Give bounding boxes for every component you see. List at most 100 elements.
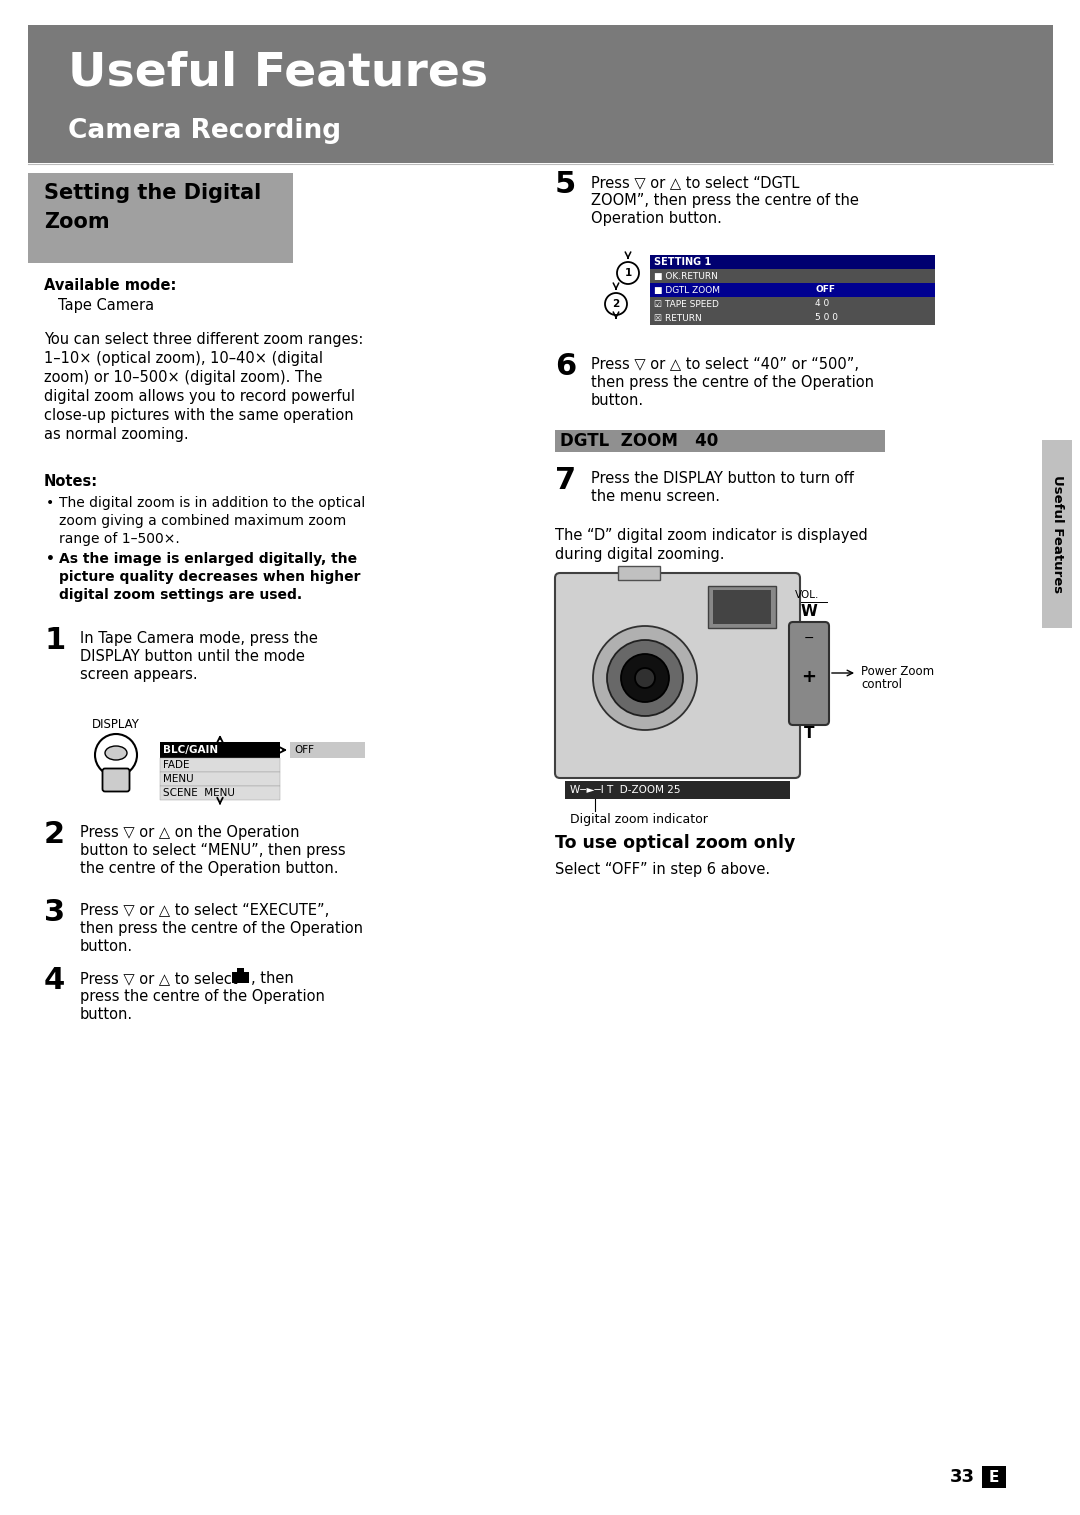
FancyBboxPatch shape: [555, 573, 800, 779]
Bar: [160, 742, 280, 758]
Bar: [650, 283, 935, 297]
Text: control: control: [861, 679, 902, 691]
Text: Press the DISPLAY button to turn off: Press the DISPLAY button to turn off: [591, 471, 854, 486]
Text: BLC/GAIN: BLC/GAIN: [163, 745, 218, 754]
Text: screen appears.: screen appears.: [80, 667, 198, 682]
Text: −: −: [804, 632, 814, 645]
Bar: [555, 430, 885, 451]
Text: Useful Features: Useful Features: [68, 50, 488, 95]
Text: picture quality decreases when higher: picture quality decreases when higher: [59, 570, 361, 583]
Bar: [565, 782, 789, 798]
Bar: [982, 1467, 1005, 1488]
Bar: [160, 773, 280, 786]
Text: Setting the Digital: Setting the Digital: [44, 183, 261, 203]
Text: E: E: [989, 1470, 999, 1485]
Text: press the centre of the Operation: press the centre of the Operation: [80, 989, 325, 1004]
Text: 5: 5: [555, 170, 577, 198]
Text: the menu screen.: the menu screen.: [591, 489, 720, 504]
Text: T: T: [804, 726, 814, 741]
Text: 1: 1: [44, 626, 65, 654]
Circle shape: [635, 668, 654, 688]
Text: VOL.: VOL.: [795, 589, 820, 600]
Text: Press ▽ or △ to select “40” or “500”,: Press ▽ or △ to select “40” or “500”,: [591, 358, 859, 373]
Bar: [650, 311, 935, 326]
Text: 33: 33: [950, 1468, 975, 1486]
Text: close-up pictures with the same operation: close-up pictures with the same operatio…: [44, 408, 353, 423]
Text: 1: 1: [624, 268, 632, 277]
Bar: [1042, 439, 1072, 629]
Ellipse shape: [105, 745, 127, 761]
Text: range of 1–500×.: range of 1–500×.: [59, 532, 179, 545]
Text: , then: , then: [251, 971, 294, 986]
Text: The digital zoom is in addition to the optical: The digital zoom is in addition to the o…: [59, 495, 365, 511]
Text: Press ▽ or △ on the Operation: Press ▽ or △ on the Operation: [80, 826, 299, 839]
Text: Power Zoom: Power Zoom: [861, 665, 934, 679]
Circle shape: [593, 626, 697, 730]
Text: OFF: OFF: [815, 285, 835, 294]
Text: Press ▽ or △ to select “DGTL: Press ▽ or △ to select “DGTL: [591, 176, 799, 189]
Text: 6: 6: [555, 351, 577, 380]
Text: 2: 2: [612, 298, 620, 309]
Text: ■ OK.RETURN: ■ OK.RETURN: [654, 271, 718, 280]
Text: Useful Features: Useful Features: [1051, 474, 1064, 592]
Text: zoom giving a combined maximum zoom: zoom giving a combined maximum zoom: [59, 514, 347, 529]
Text: Tape Camera: Tape Camera: [58, 298, 154, 314]
Text: +: +: [801, 668, 816, 686]
Text: 3: 3: [44, 898, 65, 927]
Text: Press ▽ or △ to select “EXECUTE”,: Press ▽ or △ to select “EXECUTE”,: [80, 903, 329, 918]
Text: W: W: [800, 604, 818, 620]
Text: digital zoom settings are used.: digital zoom settings are used.: [59, 588, 302, 601]
Text: then press the centre of the Operation: then press the centre of the Operation: [80, 921, 363, 936]
Text: button.: button.: [80, 939, 133, 954]
Text: button.: button.: [80, 1007, 133, 1023]
Circle shape: [621, 654, 669, 701]
Text: Digital zoom indicator: Digital zoom indicator: [570, 814, 707, 826]
Bar: [28, 26, 1053, 164]
Text: 7: 7: [555, 467, 576, 495]
Text: 5 0 0: 5 0 0: [815, 314, 838, 323]
Text: MENU: MENU: [163, 774, 193, 783]
Bar: [708, 586, 777, 629]
Text: ■ DGTL ZOOM: ■ DGTL ZOOM: [654, 285, 720, 294]
Bar: [160, 786, 280, 800]
Text: Notes:: Notes:: [44, 474, 98, 489]
Circle shape: [617, 262, 639, 283]
Bar: [28, 173, 293, 264]
Text: digital zoom allows you to record powerful: digital zoom allows you to record powerf…: [44, 389, 355, 405]
Bar: [650, 270, 935, 283]
Text: 4 0: 4 0: [815, 300, 829, 309]
Text: As the image is enlarged digitally, the: As the image is enlarged digitally, the: [59, 551, 357, 567]
Text: button.: button.: [591, 392, 644, 408]
Text: Available mode:: Available mode:: [44, 277, 176, 292]
Text: Camera Recording: Camera Recording: [68, 118, 341, 144]
Text: 2: 2: [44, 820, 65, 848]
Bar: [232, 973, 249, 983]
Text: DISPLAY button until the mode: DISPLAY button until the mode: [80, 648, 305, 664]
Text: •: •: [46, 551, 55, 567]
Text: the centre of the Operation button.: the centre of the Operation button.: [80, 861, 338, 876]
Bar: [650, 297, 935, 311]
Text: W─►─I T  D-ZOOM 25: W─►─I T D-ZOOM 25: [570, 785, 680, 795]
Text: 4: 4: [44, 967, 65, 995]
Text: 1–10× (optical zoom), 10–40× (digital: 1–10× (optical zoom), 10–40× (digital: [44, 351, 323, 367]
FancyBboxPatch shape: [789, 623, 829, 726]
Bar: [618, 567, 660, 580]
Bar: [291, 742, 365, 758]
Text: ZOOM”, then press the centre of the: ZOOM”, then press the centre of the: [591, 192, 859, 208]
Bar: [237, 968, 244, 973]
Text: DISPLAY: DISPLAY: [92, 718, 140, 732]
Text: In Tape Camera mode, press the: In Tape Camera mode, press the: [80, 632, 318, 645]
Text: •: •: [46, 495, 54, 511]
Circle shape: [605, 292, 627, 315]
Text: as normal zooming.: as normal zooming.: [44, 427, 189, 442]
Text: OFF: OFF: [294, 745, 314, 754]
Bar: [160, 758, 280, 773]
Text: SCENE  MENU: SCENE MENU: [163, 788, 234, 798]
Bar: [713, 589, 771, 624]
Text: SETTING 1: SETTING 1: [654, 258, 712, 267]
Text: then press the centre of the Operation: then press the centre of the Operation: [591, 376, 874, 389]
Text: Press ▽ or △ to select: Press ▽ or △ to select: [80, 971, 238, 986]
Text: Operation button.: Operation button.: [591, 211, 721, 226]
Text: during digital zooming.: during digital zooming.: [555, 547, 725, 562]
Text: The “D” digital zoom indicator is displayed: The “D” digital zoom indicator is displa…: [555, 529, 867, 542]
